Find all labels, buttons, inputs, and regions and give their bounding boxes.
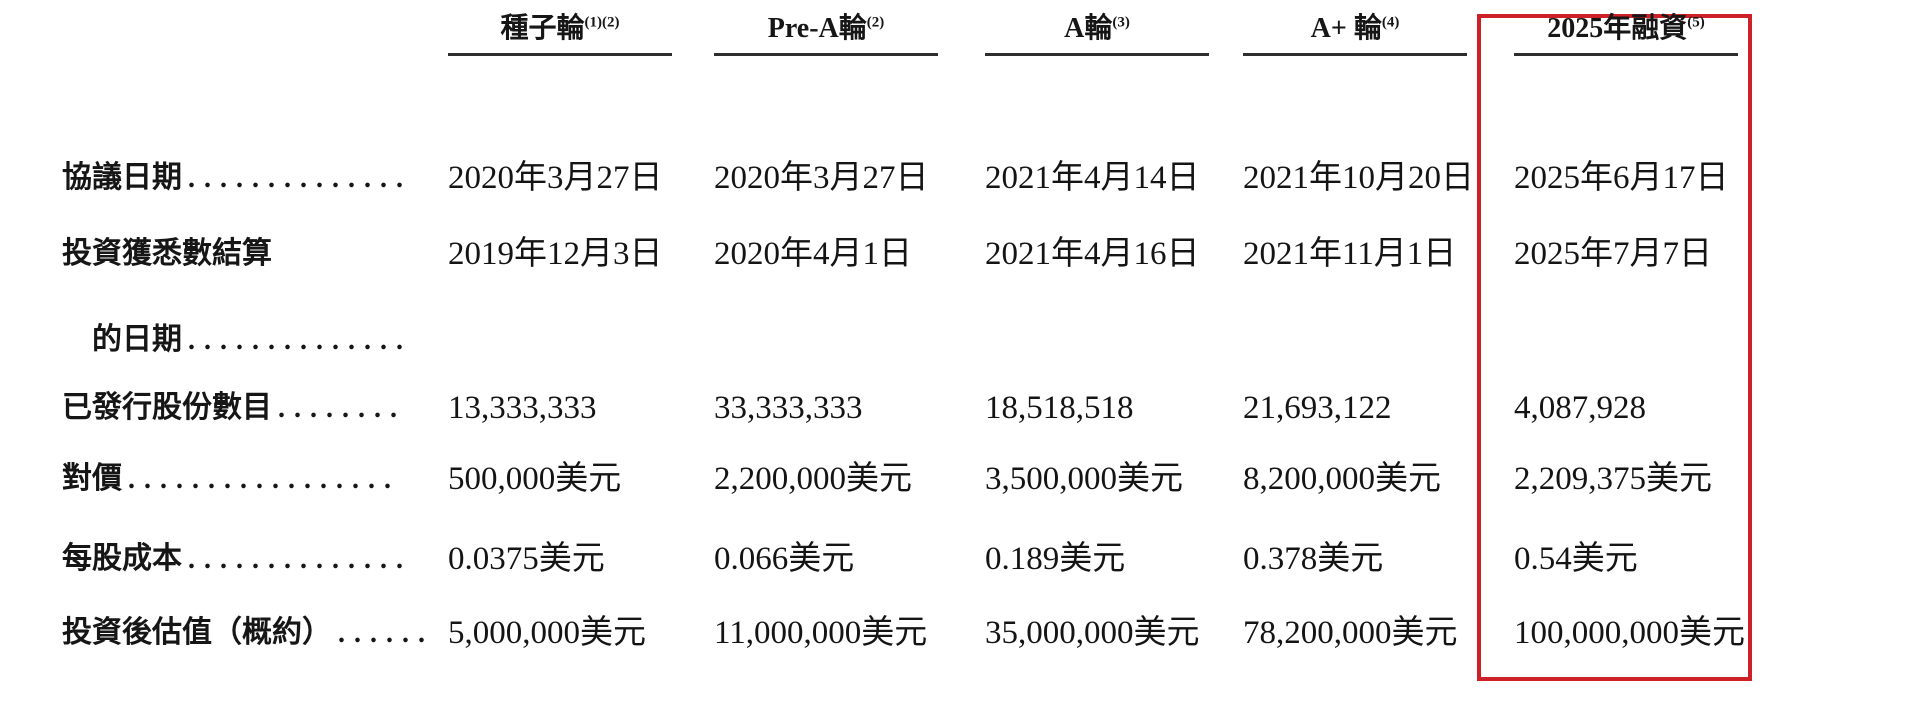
column-header-2: Pre-A輪(2): [714, 12, 938, 56]
column-header-3: A輪(3): [985, 12, 1209, 56]
column-header-label: 2025年融資(5): [1547, 13, 1705, 44]
row-label: 已發行股份數目........: [62, 391, 406, 424]
cell-value: 2021年11月1日: [1243, 236, 1457, 272]
cell-value: 500,000美元: [448, 461, 622, 497]
table-row: 投資獲悉數結算 2019年12月3日 2020年4月1日 2021年4月16日 2021…: [62, 232, 1822, 280]
column-header-5: 2025年融資(5): [1514, 12, 1738, 56]
row-label: 投資獲悉數結算: [62, 237, 272, 270]
header-underline: [448, 53, 672, 56]
row-label: 協議日期..............: [62, 161, 412, 194]
cell-value: 2,209,375美元: [1514, 461, 1712, 497]
cell-value: 2,200,000美元: [714, 461, 912, 497]
footnote-ref: (1)(2): [584, 14, 620, 31]
dot-leader: ......: [338, 618, 434, 649]
cell-value: 0.378美元: [1243, 541, 1384, 577]
cell-value: 2020年3月27日: [448, 160, 663, 196]
cell-value: 2019年12月3日: [448, 236, 663, 272]
cell-value: 4,087,928: [1514, 390, 1646, 426]
row-label: 投資後估值（概約）......: [62, 616, 434, 649]
cell-value: 0.54美元: [1514, 541, 1638, 577]
cell-value: 8,200,000美元: [1243, 461, 1441, 497]
dot-leader: .................: [128, 464, 400, 495]
cell-value: 5,000,000美元: [448, 615, 646, 651]
cell-value: 100,000,000美元: [1514, 615, 1745, 651]
table-row: 對價................. 500,000美元 2,200,000美元 3…: [62, 457, 1822, 505]
financing-rounds-table: 種子輪(1)(2) Pre-A輪(2) A輪(3) A+ 輪(4) 2025年融資(5)…: [62, 0, 1822, 722]
cell-value: 2020年4月1日: [714, 236, 912, 272]
table-row: 每股成本.............. 0.0375美元 0.066美元 0.189美元…: [62, 537, 1822, 585]
cell-value: 78,200,000美元: [1243, 615, 1458, 651]
cell-value: 13,333,333: [448, 390, 597, 426]
table-header-row: 種子輪(1)(2) Pre-A輪(2) A輪(3) A+ 輪(4) 2025年融資(5): [62, 12, 1822, 60]
cell-value: 35,000,000美元: [985, 615, 1200, 651]
cell-value: 2021年4月14日: [985, 160, 1200, 196]
table-row-label-continuation: 的日期..............: [62, 318, 1822, 366]
dot-leader: ..............: [188, 544, 412, 575]
cell-value: 21,693,122: [1243, 390, 1392, 426]
column-header-label: A輪(3): [1064, 13, 1130, 44]
column-header-1: 種子輪(1)(2): [448, 12, 672, 56]
row-label-line2: 的日期..............: [92, 323, 412, 356]
cell-value: 11,000,000美元: [714, 615, 928, 651]
footnote-ref: (5): [1687, 14, 1705, 31]
cell-value: 0.0375美元: [448, 541, 605, 577]
table-row: 協議日期.............. 2020年3月27日 2020年3月27日 20…: [62, 156, 1822, 204]
column-header-label: A+ 輪(4): [1310, 13, 1400, 44]
row-label: 對價.................: [62, 462, 400, 495]
column-header-label: Pre-A輪(2): [767, 13, 885, 44]
dot-leader: ..............: [188, 325, 412, 356]
header-underline: [985, 53, 1209, 56]
cell-value: 2021年10月20日: [1243, 160, 1474, 196]
cell-value: 2021年4月16日: [985, 236, 1200, 272]
footnote-ref: (4): [1381, 14, 1400, 31]
cell-value: 0.189美元: [985, 541, 1126, 577]
cell-value: 18,518,518: [985, 390, 1134, 426]
cell-value: 2020年3月27日: [714, 160, 929, 196]
cell-value: 2025年6月17日: [1514, 160, 1729, 196]
header-underline: [1243, 53, 1467, 56]
cell-value: 0.066美元: [714, 541, 855, 577]
dot-leader: ........: [278, 393, 406, 424]
header-underline: [1514, 53, 1738, 56]
highlight-box-2025-financing: [1477, 14, 1752, 681]
column-header-label: 種子輪(1)(2): [500, 13, 620, 44]
table-row: 已發行股份數目........ 13,333,333 33,333,333 18,51…: [62, 386, 1822, 434]
dot-leader: ..............: [188, 163, 412, 194]
column-header-4: A+ 輪(4): [1243, 12, 1467, 56]
footnote-ref: (2): [866, 14, 885, 31]
cell-value: 2025年7月7日: [1514, 236, 1712, 272]
table-row: 投資後估值（概約）...... 5,000,000美元 11,000,000美元 35…: [62, 611, 1822, 659]
cell-value: 3,500,000美元: [985, 461, 1183, 497]
cell-value: 33,333,333: [714, 390, 863, 426]
row-label: 每股成本..............: [62, 542, 412, 575]
footnote-ref: (3): [1112, 14, 1130, 31]
header-underline: [714, 53, 938, 56]
